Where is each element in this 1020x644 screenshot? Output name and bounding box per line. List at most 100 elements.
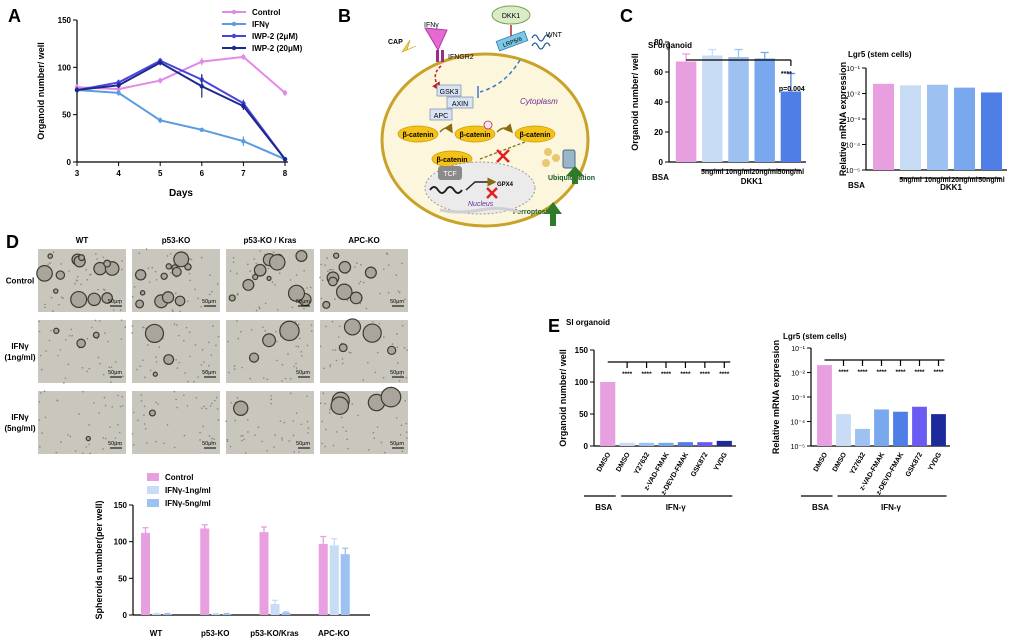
debris-dot [119, 443, 122, 446]
debris-dot [236, 272, 238, 275]
micrograph-image [38, 391, 126, 454]
debris-dot [174, 292, 177, 295]
debris-dot [400, 374, 402, 376]
debris-dot [194, 288, 196, 291]
debris-dot [52, 251, 55, 253]
chart-title: SI organoid [566, 318, 610, 327]
debris-dot [140, 394, 143, 396]
legend-swatch [147, 473, 159, 481]
debris-dot [359, 302, 362, 305]
debris-dot [50, 296, 53, 299]
chart-title: Lgr5 (stem cells) [848, 50, 912, 59]
bar [141, 532, 150, 615]
data-point [116, 83, 121, 88]
axin-box [446, 96, 474, 109]
debris-dot [110, 366, 113, 368]
organoid-icon [364, 266, 377, 279]
debris-dot [136, 368, 138, 371]
debris-dot [114, 361, 117, 363]
debris-dot [119, 309, 122, 311]
panel-letter-e: E [548, 316, 560, 336]
debris-dot [395, 416, 398, 419]
debris-dot [322, 392, 325, 395]
bar-chart-d: 0 50 100 150 Spheroids number(per well) WT p53… [94, 473, 370, 638]
debris-dot [298, 451, 300, 453]
debris-dot [359, 280, 362, 283]
ferroptosis-up-arrow-icon [544, 202, 562, 226]
organoid-icon [47, 253, 54, 259]
debris-dot [287, 352, 289, 355]
receptor-icon-2 [441, 50, 444, 62]
debris-dot [86, 370, 88, 373]
lrp56-receptor [495, 30, 529, 52]
organoid-icon [101, 292, 113, 304]
organoid-icon [322, 300, 331, 309]
x-tick-label: YVDG [927, 451, 943, 472]
debris-dot [259, 250, 262, 252]
legend-swatch [147, 499, 159, 507]
y-tick-label: 10⁻⁴ [846, 143, 861, 150]
debris-dot [172, 310, 174, 313]
x-tick-label: p53-KO [201, 629, 229, 638]
debris-dot [281, 380, 283, 382]
x-axis-title: Days [169, 188, 193, 199]
y-axis-title: Relative mRNA expression [771, 340, 781, 454]
debris-dot [76, 275, 79, 278]
debris-dot [104, 437, 107, 440]
debris-dot [321, 279, 324, 282]
data-point [158, 118, 163, 123]
debris-dot [380, 441, 383, 444]
debris-dot [197, 297, 199, 300]
y-tick-label: 10⁻⁵ [846, 168, 860, 175]
debris-dot [68, 334, 71, 337]
debris-dot [233, 368, 236, 370]
debris-dot [236, 320, 238, 322]
data-point [199, 84, 204, 89]
debris-dot [208, 293, 211, 296]
y-axis-title: Organoid number/ well [630, 53, 640, 151]
debris-dot [71, 334, 73, 337]
bar [329, 545, 339, 615]
organoid-icon [85, 435, 91, 442]
debris-dot [295, 412, 298, 415]
debris-dot [151, 266, 154, 269]
debris-dot [175, 398, 177, 401]
debris-dot [183, 394, 185, 397]
debris-dot [184, 372, 186, 374]
debris-dot [121, 405, 124, 407]
x-tick-label: GSK872 [690, 451, 710, 478]
debris-dot [173, 446, 176, 449]
debris-dot [345, 430, 347, 433]
debris-dot [338, 325, 341, 328]
organoid-icon [327, 276, 338, 287]
debris-dot [208, 364, 210, 367]
debris-dot [210, 290, 213, 293]
organoid-icon [338, 260, 352, 274]
debris-dot [340, 416, 343, 419]
debris-dot [173, 323, 176, 325]
debris-dot [292, 420, 295, 422]
debris-dot [323, 367, 325, 370]
debris-dot [112, 309, 115, 311]
bar [899, 85, 922, 170]
debris-dot [334, 298, 336, 300]
debris-dot [82, 452, 84, 455]
debris-dot [193, 380, 195, 383]
debris-dot [303, 269, 305, 272]
debris-dot [132, 444, 135, 446]
organoid-icon [332, 252, 340, 259]
ifn-signal-arrow [432, 65, 442, 92]
debris-dot [64, 339, 67, 341]
debris-dot [378, 322, 381, 325]
bar [893, 411, 908, 446]
debris-dot [310, 324, 313, 327]
debris-dot [329, 365, 332, 368]
x-tick-label: 50ng/ml [978, 177, 1005, 184]
significance-stars: **** [680, 371, 691, 378]
debris-dot [348, 351, 350, 354]
group-label: DKK1 [741, 177, 763, 186]
bar [912, 406, 927, 446]
cap-lightning-icon [401, 39, 417, 53]
debris-dot [203, 361, 205, 363]
debris-dot [367, 449, 370, 451]
